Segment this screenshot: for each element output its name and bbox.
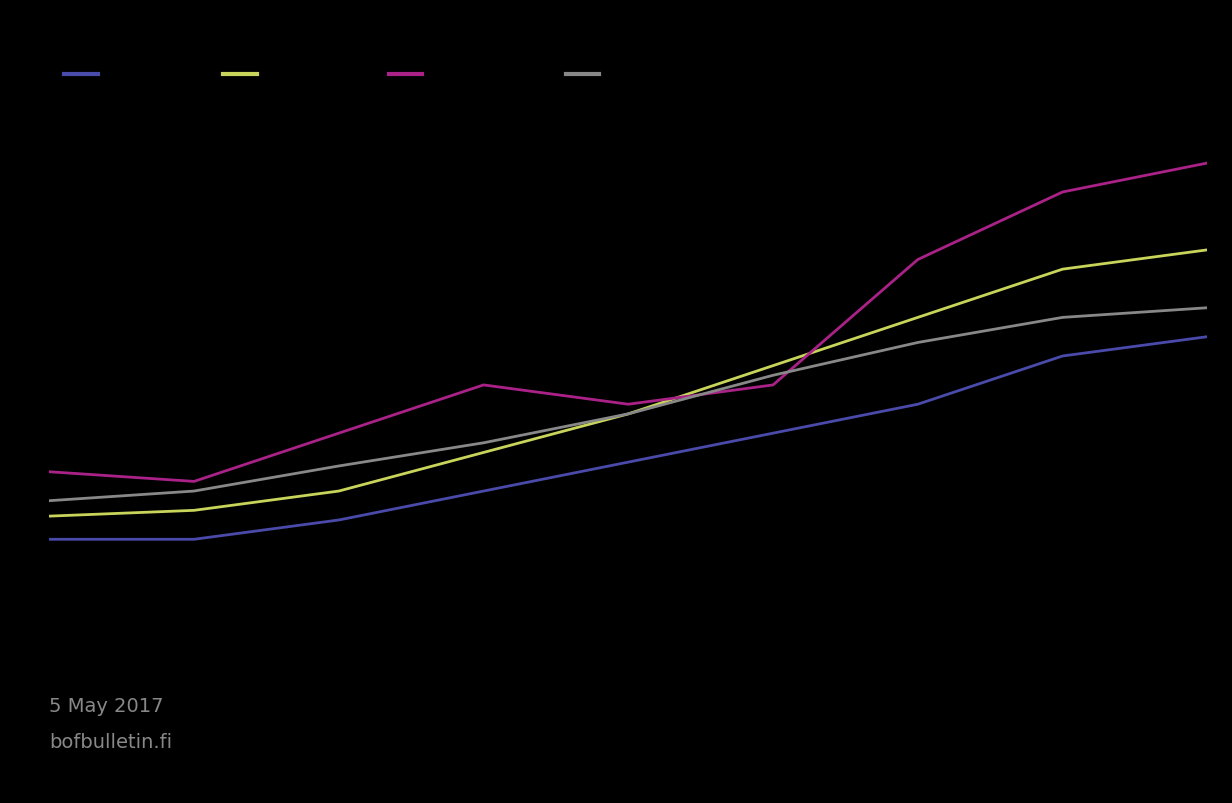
Text: 5 May 2017: 5 May 2017	[49, 695, 164, 715]
Text: bofbulletin.fi: bofbulletin.fi	[49, 732, 172, 751]
Legend: Finland, Sweden, Denmark, Norway: Finland, Sweden, Denmark, Norway	[58, 60, 678, 92]
